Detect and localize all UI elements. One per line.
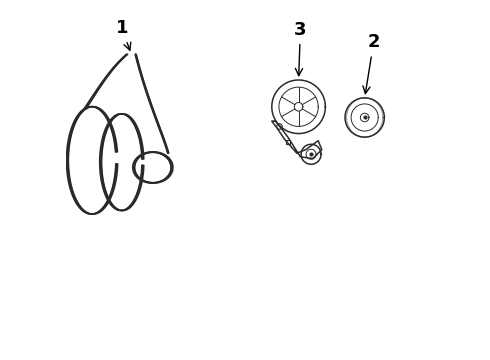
Text: 3: 3 xyxy=(294,21,307,76)
Text: 1: 1 xyxy=(116,19,131,50)
Text: 2: 2 xyxy=(363,33,380,94)
